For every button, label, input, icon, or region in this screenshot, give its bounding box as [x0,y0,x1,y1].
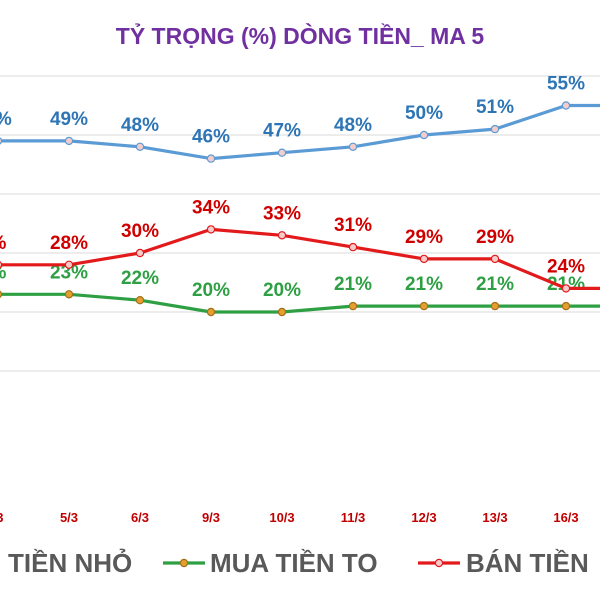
x-tick-label: 16/3 [553,510,578,525]
data-point [206,225,216,234]
data-label: 33% [263,203,301,224]
data-point [206,307,216,317]
data-point [348,301,358,311]
data-label: 30% [121,221,159,242]
data-point [561,284,571,293]
data-point [135,296,145,305]
x-axis-tick-labels: /3 5/3 6/3 9/3 10/3 11/3 12/3 13/3 16/3 [0,510,579,525]
data-point [419,254,429,264]
data-label: 21% [476,274,514,295]
data-point [348,242,358,252]
data-point [419,301,429,311]
series-3: % 28% 30% 34% 33% 31% 29% 29% 24% [0,197,600,293]
data-label: 48% [121,115,159,136]
legend-marker-2 [179,558,189,568]
x-tick-label: 13/3 [482,510,507,525]
data-label: 50% [405,103,443,124]
legend: TIỀN NHỎ MUA TIỀN TO BÁN TIỀN [8,547,589,578]
data-point [206,154,216,163]
x-tick-label: 12/3 [411,510,436,525]
data-label: 31% [334,215,372,236]
data-point [490,254,500,264]
gridlines [0,75,600,372]
x-tick-label: 5/3 [60,510,78,525]
data-point [277,231,287,240]
data-point [490,124,500,134]
legend-entry-1: TIỀN NHỎ [8,547,132,578]
data-point [135,248,145,258]
data-point [135,142,145,151]
x-tick-label: 6/3 [131,510,149,525]
data-label: 24% [547,256,585,277]
legend-marker-3 [434,558,444,568]
legend-entry-2: MUA TIỀN TO [210,548,378,578]
data-label: 20% [263,280,301,301]
data-point [0,137,3,145]
data-label: % [0,262,7,283]
data-label: 48% [334,115,372,136]
series-line [0,103,600,161]
data-label: 51% [476,97,514,118]
data-label: 21% [334,274,372,295]
x-tick-label: 10/3 [269,510,294,525]
data-point [561,101,571,110]
data-label: 34% [192,197,230,218]
data-point [64,260,74,269]
data-label: 46% [192,127,230,148]
data-point [0,290,3,298]
data-point [277,148,287,157]
data-label: 29% [476,227,514,248]
data-label: 28% [50,233,88,254]
legend-entry-3: BÁN TIỀN [466,548,589,578]
data-point [277,307,287,317]
data-point [64,290,74,299]
data-label: 20% [192,280,230,301]
data-point [419,130,429,140]
data-label: 9% [0,109,12,130]
x-tick-label: /3 [0,510,3,525]
chart-title: TỶ TRỌNG (%) DÒNG TIỀN_ MA 5 [116,21,485,49]
data-label: 22% [121,268,159,289]
data-point [348,142,358,151]
series-line [0,292,600,314]
data-point [490,301,500,311]
series-2: %23%22%20%20%21%21%21%21% [0,262,600,317]
data-label: 55% [547,74,585,95]
data-point [561,301,571,311]
series-1: 9% 49% 48% 46% 47% 48% 50% 51% 55% [0,74,600,163]
series-layer: 9% 49% 48% 46% 47% 48% 50% 51% 55%% 23% 22% 20% 20% 2… [0,74,600,317]
series-line [0,227,600,290]
data-label: 21% [405,274,443,295]
data-label: 29% [405,227,443,248]
x-tick-label: 11/3 [341,510,366,525]
data-point [0,261,3,269]
data-label: 49% [50,109,88,130]
data-label: % [0,233,7,254]
data-label: 23% [50,262,88,283]
data-label: 47% [263,121,301,142]
data-point [64,136,74,146]
x-tick-label: 9/3 [202,510,220,525]
